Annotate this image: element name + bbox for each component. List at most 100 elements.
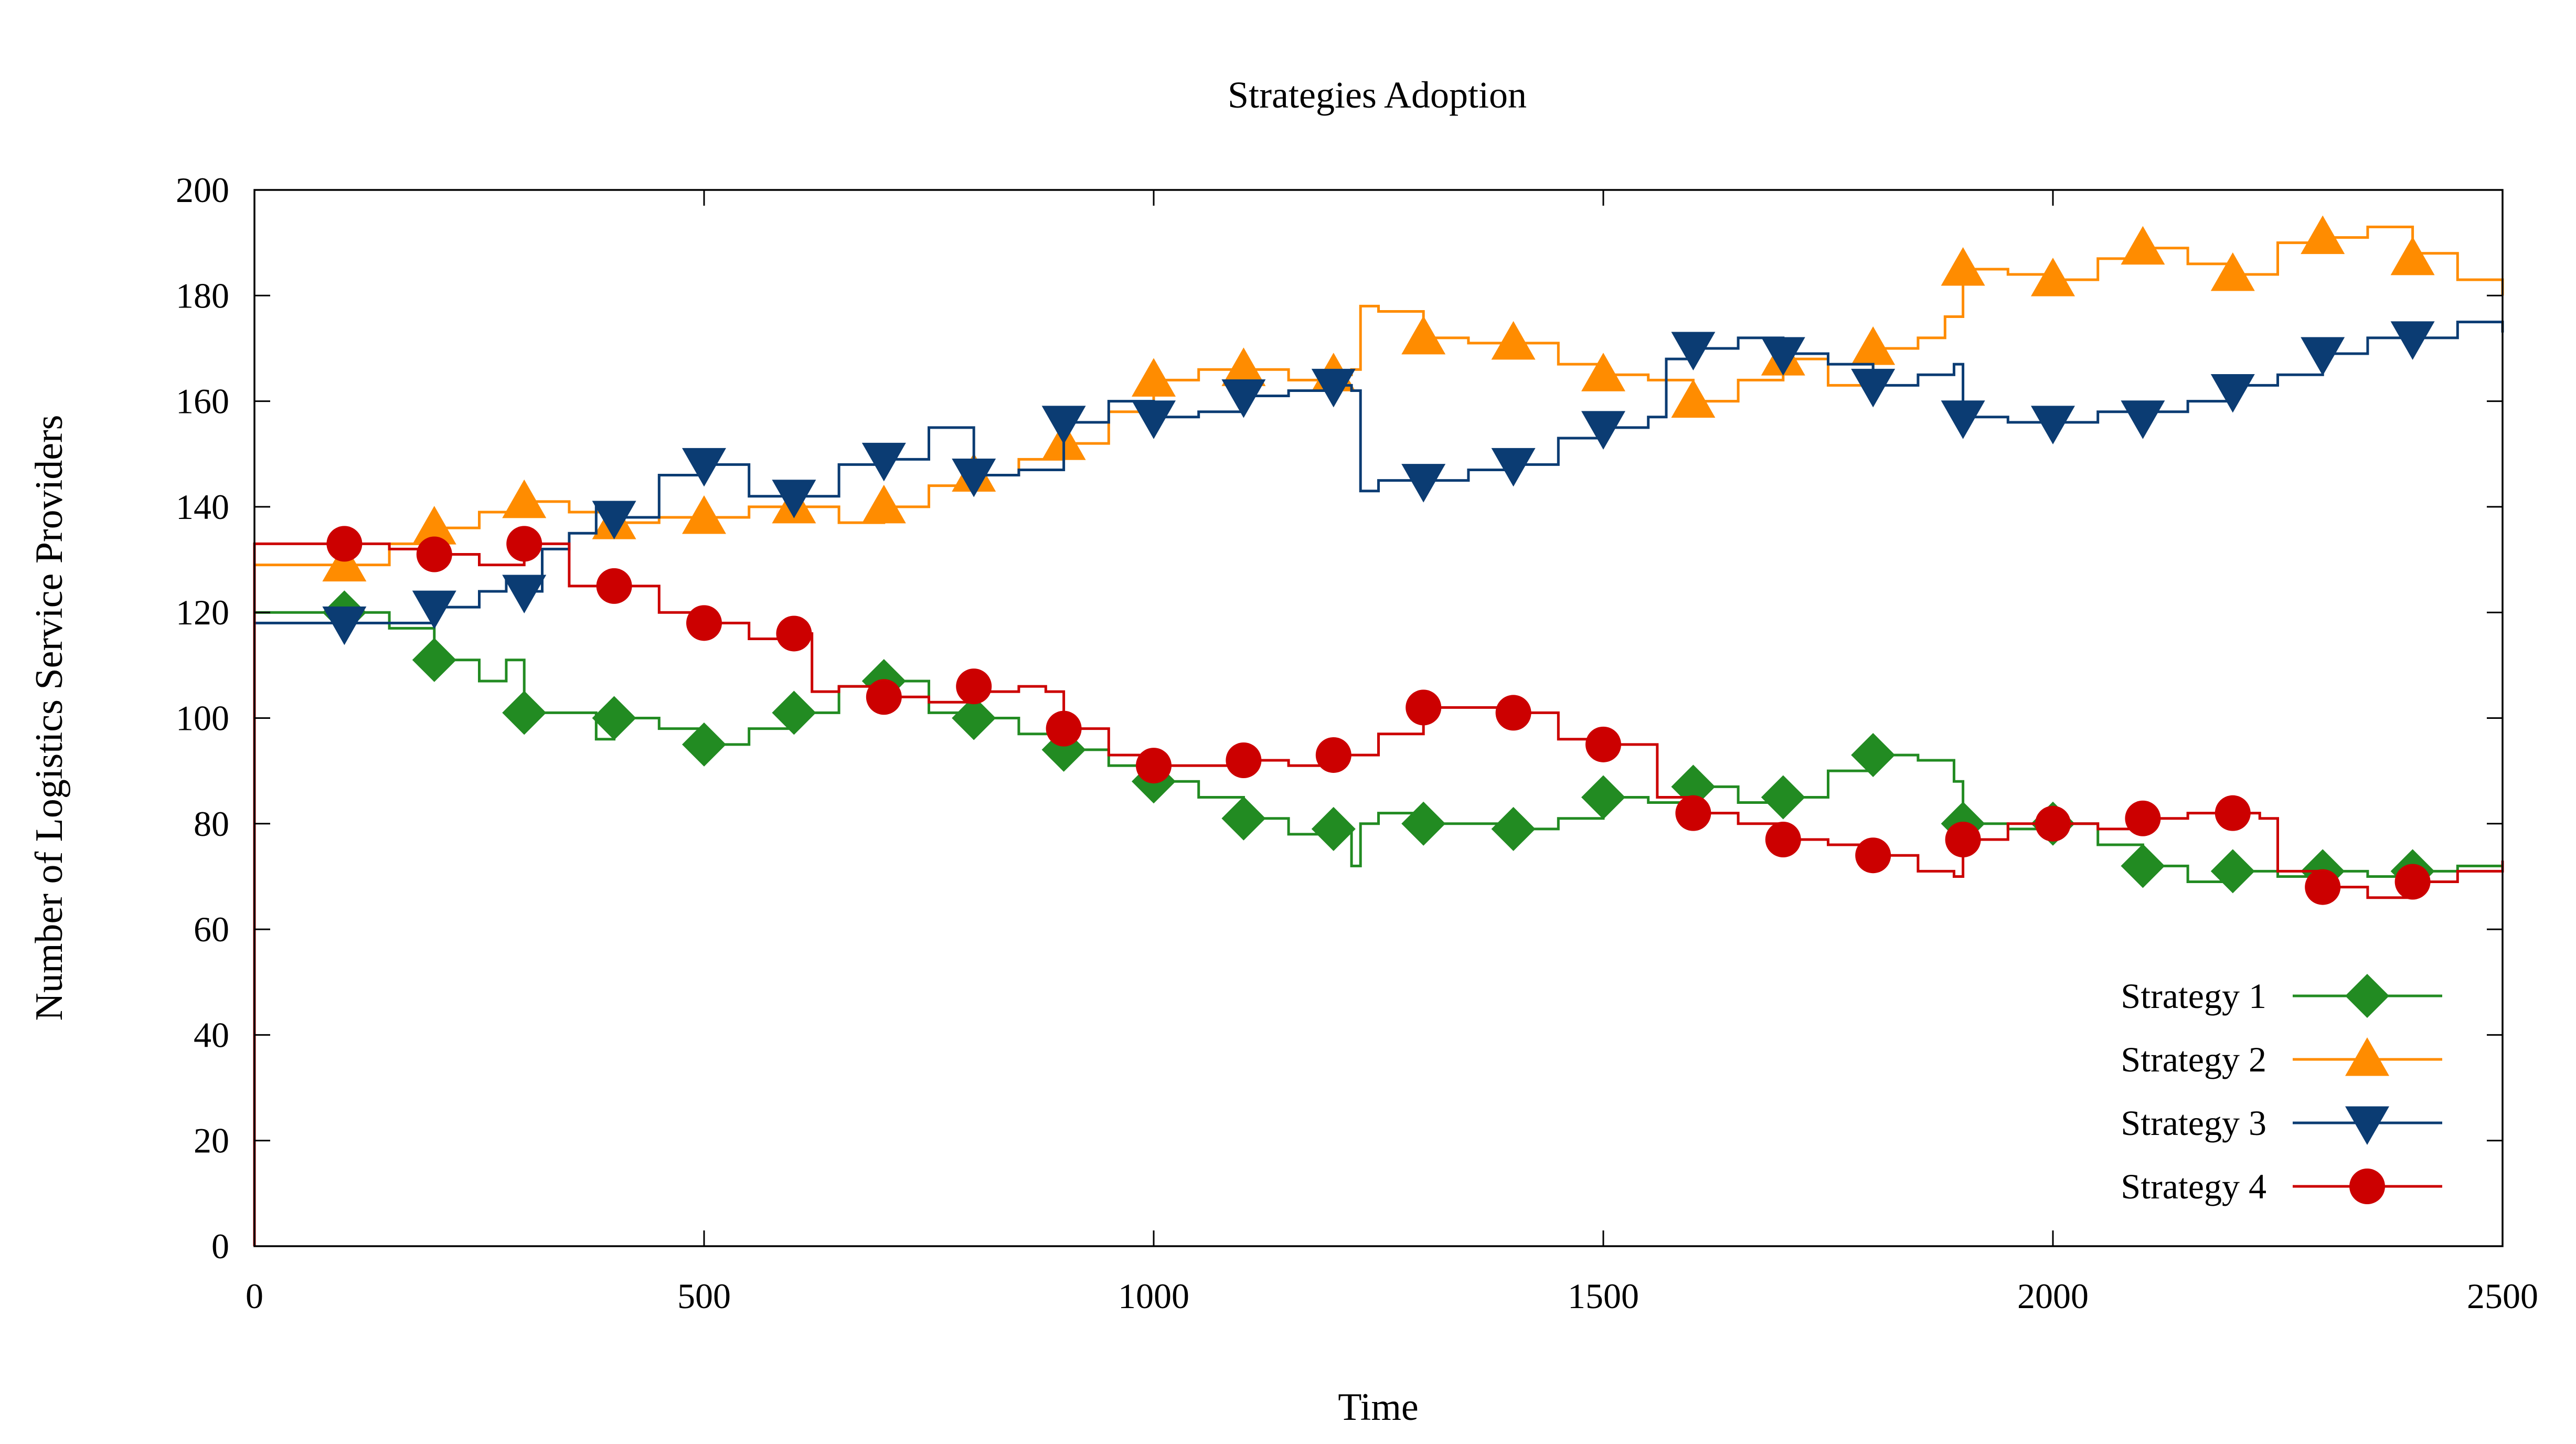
strategy-3-point bbox=[1671, 332, 1716, 370]
strategy-4-point bbox=[596, 568, 632, 604]
strategy-1-line bbox=[253, 611, 2504, 1246]
strategy-3-point bbox=[1851, 368, 1896, 408]
strategy-3-point bbox=[1041, 406, 1086, 444]
strategy-4-point bbox=[1855, 837, 1891, 874]
strategy-4-series bbox=[253, 526, 2504, 1246]
strategy-4-point bbox=[686, 605, 722, 641]
strategy-2-point bbox=[2390, 236, 2435, 275]
strategy-2-point bbox=[2301, 215, 2345, 254]
legend-label-strategy-2: Strategy 2 bbox=[2121, 1039, 2266, 1079]
strategy-4-point bbox=[1315, 737, 1351, 773]
strategy-3-point bbox=[2031, 406, 2075, 444]
strategy-2-point bbox=[1671, 379, 1716, 418]
strategy-2-point bbox=[1581, 353, 1625, 391]
legend-marker-strategy-2 bbox=[2345, 1037, 2389, 1076]
legend-label-strategy-3: Strategy 3 bbox=[2121, 1103, 2266, 1143]
strategy-4-point bbox=[2035, 805, 2071, 842]
strategy-1-point bbox=[1851, 732, 1896, 777]
strategy-4-point bbox=[1406, 689, 1442, 726]
strategy-1-point bbox=[1221, 796, 1266, 841]
strategy-4-point bbox=[2394, 864, 2431, 900]
strategy-4-point bbox=[2125, 800, 2161, 836]
y-tick-label: 180 bbox=[176, 275, 229, 315]
x-tick-label: 500 bbox=[677, 1276, 731, 1316]
strategy-1-point bbox=[1401, 801, 1446, 846]
strategy-2-point bbox=[1221, 347, 1266, 386]
strategy-3-point bbox=[502, 575, 547, 613]
strategy-1-point bbox=[682, 722, 726, 767]
strategy-4-point bbox=[506, 526, 542, 562]
strategy-3-point bbox=[1221, 379, 1266, 418]
strategy-3-point bbox=[412, 590, 456, 630]
legend-label-strategy-1: Strategy 1 bbox=[2121, 976, 2266, 1016]
strategy-3-point bbox=[1491, 448, 1536, 487]
strategy-4-point bbox=[2215, 795, 2251, 831]
y-tick-label: 100 bbox=[176, 698, 229, 738]
strategy-4-point bbox=[416, 536, 452, 572]
strategy-2-point bbox=[682, 495, 726, 534]
strategy-1-point bbox=[1761, 775, 1805, 820]
x-tick-label: 1000 bbox=[1118, 1276, 1189, 1316]
strategy-3-series bbox=[253, 321, 2504, 1246]
strategy-2-point bbox=[2121, 226, 2165, 265]
strategy-3-point bbox=[1132, 400, 1176, 439]
strategy-3-point bbox=[682, 448, 726, 487]
strategy-3-point bbox=[952, 459, 996, 497]
legend-marker-strategy-4 bbox=[2349, 1169, 2385, 1204]
strategy-2-series bbox=[253, 215, 2504, 1246]
strategy-1-point bbox=[502, 691, 547, 735]
legend: Strategy 1 Strategy 2 Strategy 3 Strategy 4 bbox=[2121, 974, 2442, 1206]
strategy-1-point bbox=[772, 691, 816, 735]
y-tick-label: 160 bbox=[176, 381, 229, 421]
strategy-4-point bbox=[776, 615, 812, 652]
strategy-3-point bbox=[2210, 374, 2255, 413]
strategy-4-point bbox=[1136, 748, 1172, 784]
strategy-3-point bbox=[2390, 321, 2435, 360]
strategy-1-point bbox=[1311, 806, 1356, 851]
strategy-3-point bbox=[861, 442, 906, 482]
strategy-2-point bbox=[412, 506, 456, 545]
strategy-2-point bbox=[861, 484, 906, 524]
strategy-1-point bbox=[1491, 806, 1536, 851]
strategy-1-point bbox=[2210, 849, 2255, 894]
strategy-3-point bbox=[1761, 337, 1805, 376]
strategy-4-point bbox=[2305, 869, 2341, 905]
x-tick-label: 2000 bbox=[2017, 1276, 2089, 1316]
y-tick-label: 120 bbox=[176, 592, 229, 632]
strategy-3-point bbox=[2301, 337, 2345, 376]
strategy-4-point bbox=[1495, 695, 1531, 731]
strategy-1-point bbox=[1581, 775, 1625, 820]
strategy-4-point bbox=[1585, 726, 1621, 762]
y-tick-label: 80 bbox=[194, 804, 229, 844]
strategy-4-point bbox=[956, 668, 992, 705]
x-axis: 0 500 1000 1500 2000 2500 bbox=[246, 190, 2538, 1316]
y-tick-label: 20 bbox=[194, 1121, 229, 1161]
strategy-3-point bbox=[1311, 368, 1356, 408]
y-tick-label: 140 bbox=[176, 487, 229, 527]
strategy-2-point bbox=[322, 543, 367, 582]
strategy-4-point bbox=[326, 526, 363, 562]
x-tick-label: 0 bbox=[246, 1276, 263, 1316]
strategy-4-point bbox=[1226, 742, 1262, 779]
strategy-1-point bbox=[2121, 844, 2165, 888]
legend-marker-strategy-1 bbox=[2345, 974, 2389, 1018]
strategy-2-point bbox=[1401, 315, 1446, 355]
strategy-2-point bbox=[1851, 326, 1896, 365]
legend-marker-strategy-3 bbox=[2345, 1106, 2389, 1145]
x-axis-label: Time bbox=[1338, 1386, 1419, 1429]
strategy-1-point bbox=[952, 696, 996, 740]
strategy-3-point bbox=[1941, 400, 1985, 439]
strategy-1-point bbox=[592, 696, 636, 740]
strategy-2-point bbox=[1941, 247, 1985, 286]
x-tick-label: 1500 bbox=[1568, 1276, 1639, 1316]
strategy-4-point bbox=[1675, 795, 1711, 831]
legend-label-strategy-4: Strategy 4 bbox=[2121, 1166, 2266, 1206]
y-tick-label: 40 bbox=[194, 1015, 229, 1055]
strategy-2-point bbox=[2210, 252, 2255, 291]
strategy-3-point bbox=[2121, 400, 2165, 439]
strategy-2-point bbox=[1132, 358, 1176, 397]
strategy-3-point bbox=[322, 606, 367, 645]
